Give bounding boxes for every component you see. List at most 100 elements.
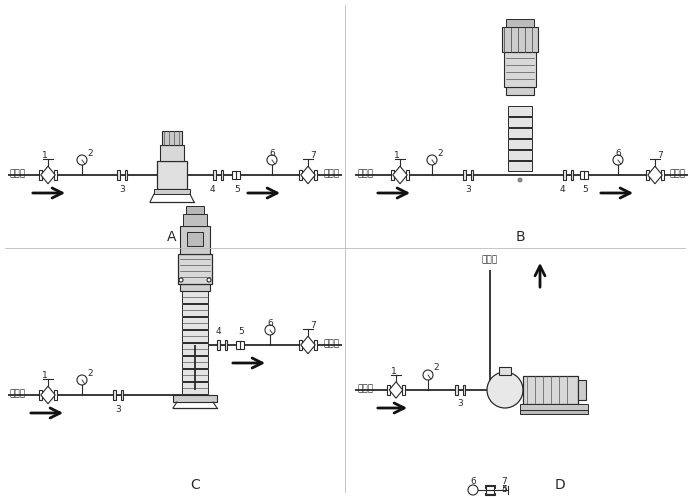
Text: 2: 2 [87,368,93,378]
Circle shape [179,278,183,282]
Text: 2: 2 [87,149,93,158]
Bar [471,170,473,180]
Bar [173,395,217,402]
Bar [55,390,57,400]
Text: 5: 5 [582,184,588,193]
Bar [160,145,184,161]
Text: 進水端: 進水端 [10,390,26,399]
Text: 4: 4 [559,184,565,193]
Bar [182,343,208,355]
Bar [463,170,466,180]
Bar [508,117,532,127]
Text: 3: 3 [119,184,125,193]
Text: 3: 3 [465,184,471,193]
Bar [485,485,495,488]
Bar [182,382,208,394]
Bar [580,171,588,178]
Bar [508,150,532,160]
Polygon shape [389,382,403,398]
Polygon shape [41,386,55,404]
Bar [182,356,208,368]
Text: 進水端: 進水端 [357,385,373,394]
Text: 6: 6 [269,149,275,158]
Bar [182,330,208,342]
Bar [217,340,219,350]
Circle shape [427,155,437,165]
Text: 6: 6 [267,319,273,328]
Circle shape [265,325,275,335]
Bar [236,341,244,348]
Text: B: B [515,230,525,244]
Polygon shape [393,166,407,184]
Text: 6: 6 [470,477,476,486]
Text: 5: 5 [234,184,240,193]
Bar [113,390,115,400]
Text: 3: 3 [457,400,463,409]
Text: 4: 4 [501,486,507,495]
Bar [299,340,302,350]
Text: 4: 4 [209,184,215,193]
Bar [162,131,182,145]
Bar [117,170,119,180]
Text: 1: 1 [394,151,400,160]
Text: 7: 7 [310,321,316,330]
Bar [183,214,207,226]
Text: 2: 2 [433,363,439,372]
Text: 7: 7 [501,477,507,486]
Text: 1: 1 [42,151,48,160]
Text: 5: 5 [501,486,507,495]
Bar [182,291,208,303]
Polygon shape [41,166,55,184]
Text: D: D [555,478,565,492]
Polygon shape [301,336,315,354]
Bar [506,19,534,27]
Text: 1: 1 [42,370,48,380]
Bar [406,170,409,180]
Bar [187,232,203,246]
Bar [402,386,405,395]
Text: 出水端: 出水端 [482,255,498,264]
Bar [486,486,493,494]
Bar [154,189,190,194]
Bar [182,369,208,381]
Text: 出水端: 出水端 [324,169,340,178]
Circle shape [518,178,522,182]
Circle shape [267,155,277,165]
Text: 6: 6 [615,149,621,158]
Bar [180,226,210,254]
Bar [314,340,317,350]
Text: 5: 5 [238,327,244,335]
Bar [55,170,57,180]
Bar [506,87,534,95]
Bar [661,170,664,180]
Bar [224,340,227,350]
Bar [508,161,532,171]
Text: 出水端: 出水端 [670,169,686,178]
Bar [508,106,532,116]
Circle shape [468,485,478,495]
Text: C: C [190,478,200,492]
Bar [485,493,495,495]
Text: 4: 4 [215,327,221,335]
Bar [520,410,588,414]
Circle shape [77,155,87,165]
Bar [182,304,208,316]
Text: 出水端: 出水端 [324,339,340,348]
Text: 3: 3 [115,405,121,414]
Bar [502,27,538,52]
Bar [571,170,573,180]
Text: A: A [167,230,177,244]
Bar [455,385,457,395]
Bar [221,170,223,180]
Circle shape [487,372,523,408]
Text: 進水端: 進水端 [357,169,373,178]
Polygon shape [648,166,662,184]
Bar [124,170,127,180]
Bar [178,254,212,284]
Text: 進水端: 進水端 [10,169,26,178]
Circle shape [613,155,623,165]
Bar [499,367,511,375]
Text: 7: 7 [310,151,316,160]
Bar [523,376,578,404]
Bar [508,139,532,149]
